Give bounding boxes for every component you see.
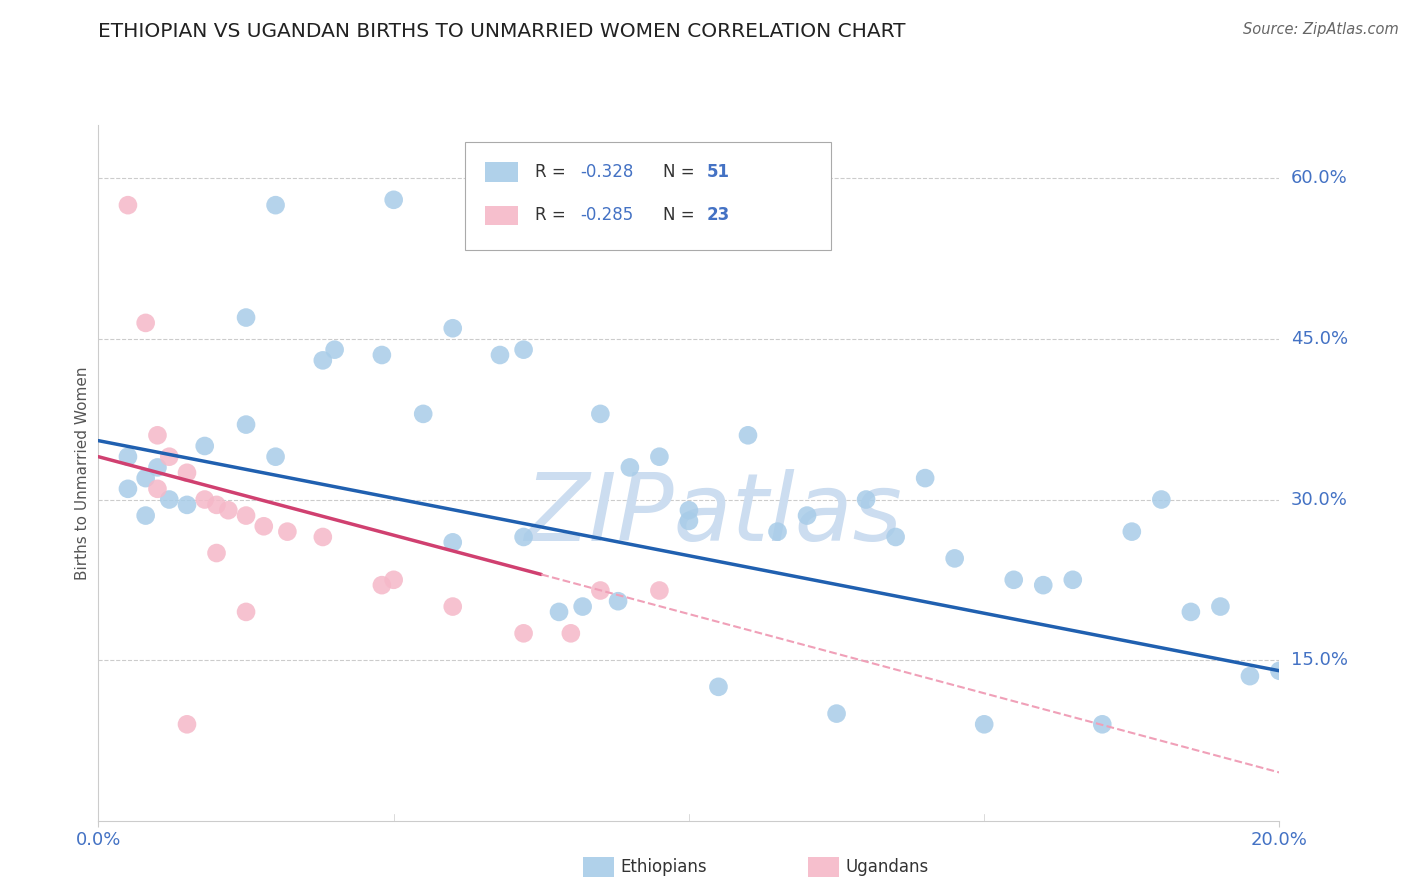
Point — [264, 198, 287, 212]
Point — [441, 599, 464, 614]
Point — [512, 343, 534, 357]
Point — [884, 530, 907, 544]
Text: -0.285: -0.285 — [581, 206, 634, 224]
Point — [412, 407, 434, 421]
Text: Ugandans: Ugandans — [845, 858, 928, 876]
Point — [217, 503, 239, 517]
FancyBboxPatch shape — [485, 205, 517, 225]
Point — [766, 524, 789, 539]
Point — [796, 508, 818, 523]
Point — [253, 519, 276, 533]
Point — [194, 492, 217, 507]
Point — [973, 717, 995, 731]
Point — [855, 492, 877, 507]
Text: 45.0%: 45.0% — [1291, 330, 1348, 348]
Point — [117, 198, 139, 212]
Point — [194, 439, 217, 453]
Point — [441, 321, 464, 335]
Text: 15.0%: 15.0% — [1291, 651, 1347, 669]
Point — [157, 450, 180, 464]
Point — [1150, 492, 1173, 507]
Point — [264, 450, 287, 464]
Text: 23: 23 — [707, 206, 730, 224]
Text: ETHIOPIAN VS UGANDAN BIRTHS TO UNMARRIED WOMEN CORRELATION CHART: ETHIOPIAN VS UGANDAN BIRTHS TO UNMARRIED… — [98, 22, 905, 41]
Point — [176, 498, 198, 512]
Point — [176, 466, 198, 480]
Point — [512, 626, 534, 640]
Point — [276, 524, 298, 539]
Text: ZIPatlas: ZIPatlas — [523, 469, 901, 560]
Point — [501, 214, 523, 228]
Text: Source: ZipAtlas.com: Source: ZipAtlas.com — [1243, 22, 1399, 37]
Point — [235, 417, 257, 432]
Point — [678, 514, 700, 528]
Point — [382, 573, 405, 587]
Point — [205, 546, 228, 560]
Point — [1268, 664, 1291, 678]
Point — [135, 471, 157, 485]
Point — [157, 492, 180, 507]
Point — [548, 605, 571, 619]
Point — [1062, 573, 1084, 587]
Point — [1209, 599, 1232, 614]
Point — [205, 498, 228, 512]
Point — [914, 471, 936, 485]
Point — [371, 348, 394, 362]
Point — [117, 482, 139, 496]
Point — [312, 353, 335, 368]
Point — [312, 530, 335, 544]
FancyBboxPatch shape — [464, 142, 831, 250]
Point — [117, 450, 139, 464]
Point — [441, 535, 464, 549]
Point — [146, 482, 169, 496]
Text: -0.328: -0.328 — [581, 163, 634, 181]
Text: 60.0%: 60.0% — [1291, 169, 1347, 187]
Point — [1180, 605, 1202, 619]
Point — [489, 348, 512, 362]
Point — [176, 717, 198, 731]
Point — [589, 407, 612, 421]
Point — [135, 508, 157, 523]
Text: R =: R = — [536, 206, 571, 224]
Text: R =: R = — [536, 163, 571, 181]
Point — [1032, 578, 1054, 592]
Point — [825, 706, 848, 721]
Point — [235, 508, 257, 523]
Text: N =: N = — [664, 163, 700, 181]
Y-axis label: Births to Unmarried Women: Births to Unmarried Women — [75, 366, 90, 580]
Point — [648, 583, 671, 598]
Point — [707, 680, 730, 694]
FancyBboxPatch shape — [485, 162, 517, 182]
Text: 51: 51 — [707, 163, 730, 181]
Text: 30.0%: 30.0% — [1291, 491, 1347, 508]
Point — [943, 551, 966, 566]
Point — [648, 450, 671, 464]
Point — [235, 310, 257, 325]
Point — [146, 428, 169, 442]
Point — [382, 193, 405, 207]
Point — [371, 578, 394, 592]
Point — [1239, 669, 1261, 683]
Point — [135, 316, 157, 330]
Point — [589, 583, 612, 598]
Point — [146, 460, 169, 475]
Text: N =: N = — [664, 206, 700, 224]
Point — [1002, 573, 1025, 587]
Point — [737, 428, 759, 442]
Point — [323, 343, 346, 357]
Point — [1091, 717, 1114, 731]
Point — [560, 626, 582, 640]
Point — [1121, 524, 1143, 539]
Point — [619, 460, 641, 475]
Point — [607, 594, 630, 608]
Text: Ethiopians: Ethiopians — [620, 858, 707, 876]
Point — [678, 503, 700, 517]
Point — [571, 599, 593, 614]
Point — [235, 605, 257, 619]
Point — [512, 530, 534, 544]
